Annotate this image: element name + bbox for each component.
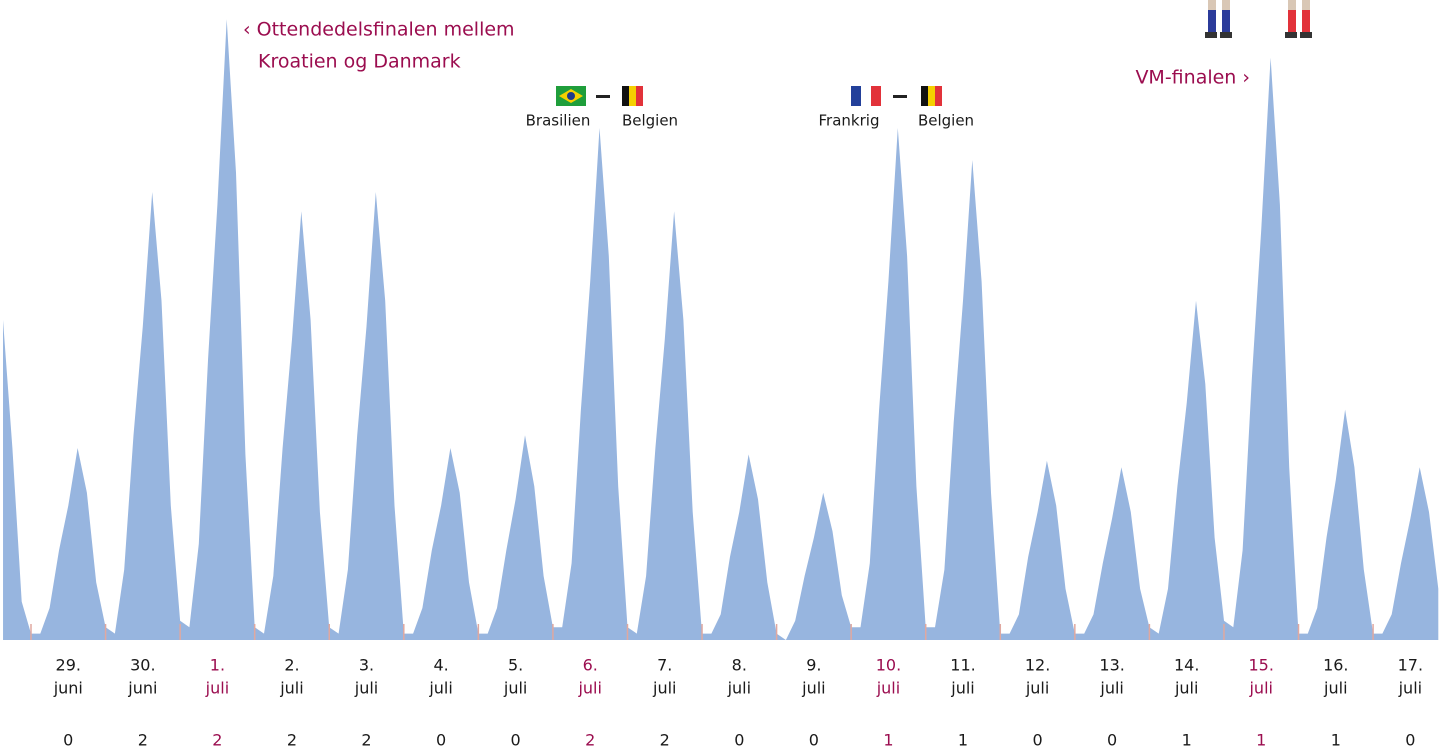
count-label: 2 [212,731,222,750]
x-tick-label: juli [652,679,676,698]
count-label: 2 [361,731,371,750]
count-label: 0 [511,731,521,750]
count-label: 2 [660,731,670,750]
team-label: Belgien [622,112,678,130]
x-tick-label: juli [1323,679,1347,698]
legs-icon [1205,0,1312,38]
x-tick-label: juli [727,679,751,698]
x-tick-label: juli [1248,679,1272,698]
x-tick-label: 6. [583,656,598,675]
team-label: Brasilien [526,112,591,130]
count-label: 0 [1107,731,1117,750]
x-tick-label: juli [1398,679,1422,698]
x-tick-label: 1. [210,656,225,675]
x-tick-label: juli [205,679,229,698]
x-tick-label: juli [1174,679,1198,698]
x-tick-label: 16. [1323,656,1348,675]
x-tick-label: juli [876,679,900,698]
annotation: Kroatien og Danmark [258,51,461,73]
count-label: 0 [63,731,73,750]
x-tick-label: juli [950,679,974,698]
x-tick-label: juli [1099,679,1123,698]
count-label: 1 [958,731,968,750]
x-tick-label: juli [577,679,601,698]
x-tick-label: 3. [359,656,374,675]
count-label: 1 [1256,731,1266,750]
count-label: 0 [809,731,819,750]
area [3,19,1439,640]
flag-belgium [921,86,942,106]
x-tick-label: 2. [284,656,299,675]
x-tick-label: 4. [433,656,448,675]
count-label: 1 [883,731,893,750]
x-tick-label: 12. [1025,656,1050,675]
vs-dash [893,95,907,98]
x-tick-label: juli [503,679,527,698]
x-tick-label: juli [428,679,452,698]
x-tick-label: 7. [657,656,672,675]
annotation: VM-finalen › [1135,67,1250,89]
count-label: 2 [287,731,297,750]
x-tick-label: 17. [1398,656,1423,675]
flag-brazil [556,86,586,106]
count-label: 0 [436,731,446,750]
x-tick-label: 5. [508,656,523,675]
count-label: 0 [1405,731,1415,750]
count-label: 0 [734,731,744,750]
annotation: ‹ Ottendedelsfinalen mellem [243,19,515,41]
x-tick-label: 8. [732,656,747,675]
x-tick-label: 30. [130,656,155,675]
flag-france [851,86,881,106]
x-tick-label: juli [801,679,825,698]
x-tick-label: 29. [56,656,81,675]
count-label: 0 [1032,731,1042,750]
x-tick-label: 10. [876,656,901,675]
team-label: Belgien [918,112,974,130]
count-label: 2 [138,731,148,750]
x-tick-label: 9. [806,656,821,675]
count-label: 1 [1182,731,1192,750]
x-tick-label: juni [127,679,157,698]
x-tick-label: juli [279,679,303,698]
count-label: 1 [1331,731,1341,750]
vs-dash [596,95,610,98]
flag-belgium [622,86,643,106]
count-label: 2 [585,731,595,750]
team-label: Frankrig [819,112,880,130]
x-tick-label: 15. [1249,656,1274,675]
x-tick-label: 14. [1174,656,1199,675]
x-tick-label: juli [354,679,378,698]
x-tick-label: juli [1025,679,1049,698]
x-tick-label: 13. [1099,656,1124,675]
x-tick-label: juni [53,679,83,698]
x-tick-label: 11. [950,656,975,675]
